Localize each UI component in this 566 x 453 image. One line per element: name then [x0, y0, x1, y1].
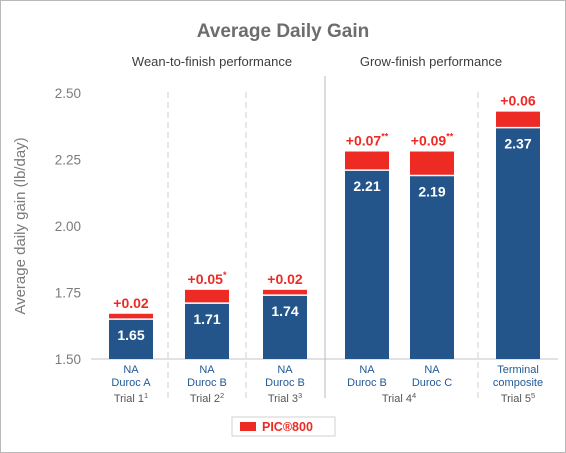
bars — [109, 111, 540, 359]
trial-label-text: Trial 4 — [382, 393, 412, 405]
legend: PIC®800 — [231, 416, 336, 437]
data-labels: 1.65+0.021.71+0.05*1.74+0.022.21+0.07**2… — [113, 93, 536, 343]
category-label-line1: Terminal — [497, 364, 539, 376]
bar-pic800-gain — [109, 313, 153, 320]
legend-label-pic800: PIC®800 — [262, 420, 313, 434]
y-axis-label: Average daily gain (lb/day) — [12, 137, 29, 314]
legend-swatch-pic800 — [240, 422, 256, 431]
category-label-line1: NA — [123, 364, 139, 376]
y-tick-label: 2.00 — [55, 219, 81, 234]
category-label-line2: Duroc A — [111, 377, 151, 389]
bar-value-label: 2.21 — [353, 178, 380, 194]
gain-value-label: +0.02 — [113, 295, 149, 311]
category-label-line2: composite — [493, 377, 543, 389]
trial-label: Trial 22 — [190, 391, 224, 405]
gain-value: +0.06 — [500, 93, 536, 109]
significance-mark: ** — [446, 132, 454, 142]
bar-base — [345, 170, 389, 359]
trial-footnote: 3 — [298, 391, 302, 400]
trial-label-text: Trial 5 — [501, 393, 531, 405]
trial-footnote: 5 — [531, 391, 535, 400]
trial-label: Trial 33 — [268, 391, 302, 405]
bar-pic800-gain — [185, 289, 229, 304]
bar-value-label: 2.19 — [418, 183, 445, 199]
category-label-line1: NA — [199, 364, 215, 376]
category-label-line1: NA — [359, 364, 375, 376]
gain-value-label: +0.06 — [500, 93, 536, 109]
category-label-line2: Duroc B — [347, 377, 387, 389]
group-title-grow-finish: Grow-finish performance — [360, 54, 502, 69]
chart-title: Average Daily Gain — [197, 21, 369, 42]
y-tick-label: 1.75 — [55, 286, 81, 301]
trial-footnote: 4 — [412, 391, 416, 400]
gain-value-label: +0.05* — [188, 270, 227, 287]
group-title-wean-to-finish: Wean-to-finish performance — [132, 54, 292, 69]
trial-label-text: Trial 3 — [268, 393, 298, 405]
category-label-line1: NA — [424, 364, 440, 376]
bar-pic800-gain — [345, 151, 389, 171]
y-tick-label: 2.25 — [55, 153, 81, 168]
bar-pic800-gain — [263, 289, 307, 296]
bar-value-label: 1.65 — [117, 327, 144, 343]
trial-label: Trial 11 — [114, 391, 148, 405]
trial-label-text: Trial 2 — [190, 393, 220, 405]
category-label-line2: Duroc B — [265, 377, 305, 389]
category-label-line2: Duroc B — [187, 377, 227, 389]
bar-pic800-gain — [410, 151, 454, 176]
bar-value-label: 1.71 — [193, 311, 220, 327]
category-label-line2: Duroc C — [412, 377, 452, 389]
gain-value-label: +0.02 — [267, 271, 303, 287]
trial-label-text: Trial 1 — [114, 393, 144, 405]
gain-value: +0.09 — [411, 133, 447, 149]
bar-value-label: 1.74 — [271, 303, 298, 319]
significance-mark: * — [223, 270, 227, 280]
gain-value: +0.02 — [113, 295, 149, 311]
y-tick-label: 1.50 — [55, 352, 81, 367]
bar-pic800-gain — [496, 111, 540, 128]
trial-footnote: 2 — [220, 391, 224, 400]
bar-base — [496, 127, 540, 359]
bar-value-label: 2.37 — [504, 136, 531, 152]
y-axis-ticks: 1.50 1.75 2.00 2.25 2.50 — [55, 86, 558, 367]
trial-label: Trial 44 — [382, 391, 416, 405]
significance-mark: ** — [381, 132, 389, 142]
trial-label: Trial 55 — [501, 391, 535, 405]
bar-base — [263, 295, 307, 359]
gain-value-label: +0.09** — [411, 132, 454, 149]
gain-value: +0.07 — [346, 133, 382, 149]
gain-value: +0.02 — [267, 271, 303, 287]
bar-base — [109, 319, 153, 359]
bar-base — [185, 303, 229, 359]
y-tick-label: 2.50 — [55, 86, 81, 101]
gain-value-label: +0.07** — [346, 132, 389, 149]
bar-base — [410, 175, 454, 359]
trial-footnote: 1 — [144, 391, 148, 400]
gain-value: +0.05 — [188, 271, 224, 287]
category-label-line1: NA — [277, 364, 293, 376]
legend-box — [231, 416, 336, 437]
